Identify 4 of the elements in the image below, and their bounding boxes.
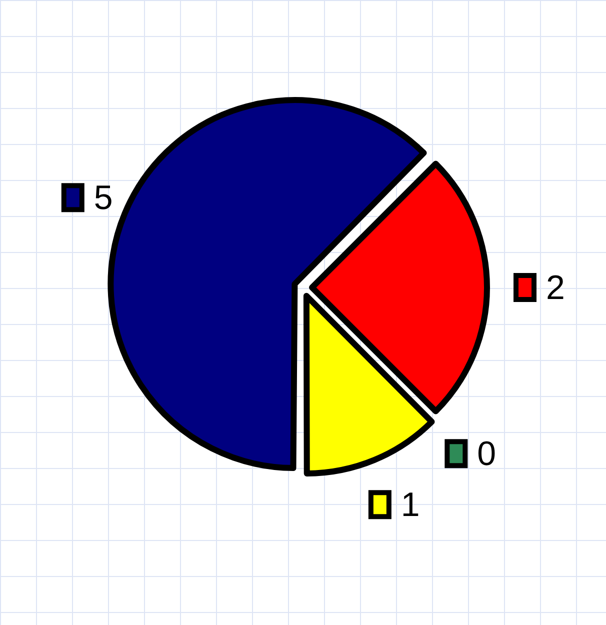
legend-label: 5 [94,178,113,217]
legend-label: 2 [546,268,565,307]
legend-label: 0 [477,435,496,474]
legend-label: 1 [400,486,420,524]
